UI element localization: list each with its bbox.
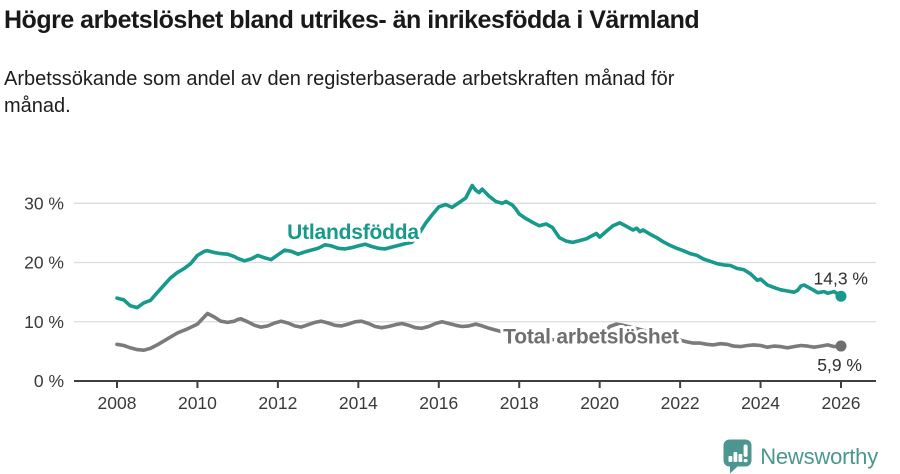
x-tick-label: 2010	[178, 393, 217, 413]
grid-layer	[74, 202, 876, 323]
x-tick-label: 2022	[661, 393, 700, 413]
x-tick-label: 2018	[500, 393, 539, 413]
x-tick-label: 2020	[580, 393, 619, 413]
series-end-value-total-arbetsloshet: 5,9 %	[817, 355, 862, 375]
chart-subtitle: Arbetssökande som andel av den registerb…	[4, 68, 675, 117]
series-layer	[115, 183, 843, 352]
x-tick-label: 2008	[98, 393, 137, 413]
y-tick-label: 20 %	[24, 253, 64, 273]
y-tick-label: 0 %	[34, 371, 64, 391]
x-tick-label: 2014	[339, 393, 378, 413]
series-end-dot-total-arbetsloshet	[835, 340, 847, 352]
x-tick-label: 2024	[741, 393, 780, 413]
brand-footer[interactable]: Newsworthy	[723, 439, 878, 474]
brand-name: Newsworthy	[760, 443, 878, 469]
y-tick-label: 10 %	[24, 312, 64, 332]
series-end-value-utlandsfodda: 14,3 %	[814, 268, 868, 288]
series-line-total-arbetsloshet	[115, 311, 843, 352]
chart-title: Högre arbetslöshet bland utrikes- än inr…	[4, 6, 700, 34]
newsworthy-logo-icon	[723, 439, 752, 474]
y-tick-label: 30 %	[24, 193, 64, 213]
x-axis: 0 % 10 % 20 % 30 % 2008 2010 2012 2014 2016 2018 2…	[24, 193, 876, 413]
x-tick-label: 2016	[419, 393, 458, 413]
series-end-dot-utlandsfodda	[835, 290, 847, 302]
x-tick-label: 2012	[258, 393, 297, 413]
x-tick-label: 2026	[822, 393, 861, 413]
series-label-total-arbetsloshet: Total arbetslöshet	[503, 326, 679, 349]
annotations-layer: Utlandsfödda 14,3 % Total arbetslöshet 5,9 …	[284, 218, 868, 375]
series-label-utlandsfodda: Utlandsfödda	[287, 221, 419, 244]
series-line-utlandsfodda	[115, 183, 843, 310]
